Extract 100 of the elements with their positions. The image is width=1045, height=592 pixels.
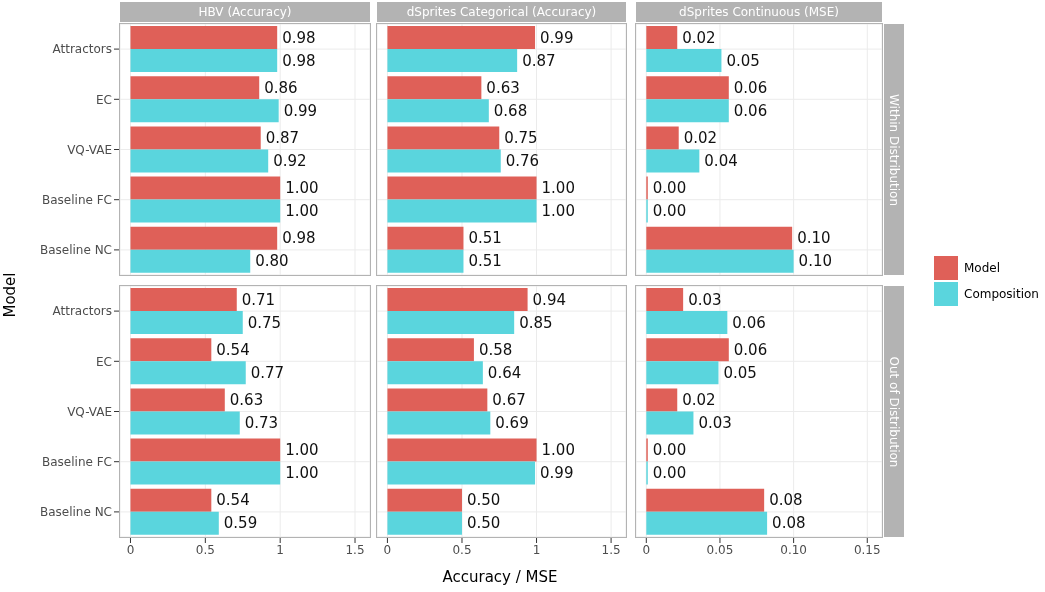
bar <box>387 199 537 223</box>
bar <box>387 226 464 250</box>
data-label: 0.59 <box>223 514 258 533</box>
x-tick-label: 0.10 <box>780 542 807 557</box>
data-label: 0.69 <box>495 413 529 432</box>
chart-title: dSprites Continuous (MSE) <box>636 2 882 22</box>
chart-title: dSprites Categorical (Accuracy) <box>377 2 626 22</box>
x-tick-label: 1 <box>276 542 284 557</box>
bar <box>130 361 246 385</box>
data-label: 0.08 <box>772 514 806 533</box>
bar <box>130 388 225 412</box>
data-label: 0.99 <box>540 464 574 483</box>
data-label: 0.58 <box>478 340 513 359</box>
data-label: 0.10 <box>798 252 833 271</box>
data-label: 0.03 <box>688 290 722 309</box>
data-label: 1.00 <box>285 441 319 460</box>
data-label: 0.98 <box>282 28 316 47</box>
y-tick-label: VQ-VAE <box>67 404 112 419</box>
bar <box>387 288 528 312</box>
bar <box>646 288 684 312</box>
data-label: 0.06 <box>733 101 768 120</box>
bar <box>130 311 243 335</box>
bar <box>646 99 729 123</box>
bar <box>130 488 212 512</box>
data-label: 0.85 <box>519 313 553 332</box>
data-label: 0.68 <box>493 101 528 120</box>
data-label: 0.87 <box>522 51 556 70</box>
y-tick-label: EC <box>96 354 112 369</box>
bar <box>387 126 500 150</box>
bar <box>646 149 700 173</box>
bar <box>130 511 219 535</box>
y-tick-label: EC <box>96 92 112 107</box>
y-tick-label: VQ-VAE <box>67 142 112 157</box>
bar <box>130 249 251 273</box>
bar <box>646 249 794 273</box>
bar <box>646 388 678 412</box>
bar <box>387 411 491 435</box>
x-tick-label: 0 <box>126 542 135 557</box>
data-label: 0.50 <box>466 491 501 510</box>
data-label: 0.06 <box>733 78 768 97</box>
data-label: 0.73 <box>244 413 279 432</box>
bar <box>130 461 281 485</box>
x-tick-label: 1.5 <box>345 542 365 557</box>
legend-label: Composition <box>964 287 1039 301</box>
x-tick-label: 0.5 <box>195 542 215 557</box>
bar <box>387 438 537 462</box>
data-label: 1.00 <box>285 179 319 198</box>
bar <box>387 99 489 123</box>
data-label: 0.00 <box>652 179 687 198</box>
data-label: 0.87 <box>265 128 300 147</box>
bar <box>130 411 240 435</box>
bar <box>387 26 536 50</box>
data-label: 0.51 <box>468 252 502 271</box>
data-label: 0.80 <box>255 252 289 271</box>
bar <box>387 338 474 362</box>
y-tick-label: Baseline FC <box>42 192 112 207</box>
data-label: 0.02 <box>682 28 716 47</box>
bar <box>130 126 261 150</box>
data-label: 0.76 <box>505 151 540 170</box>
data-label: 0.75 <box>504 128 538 147</box>
bar <box>130 338 212 362</box>
bar <box>387 49 518 73</box>
bar <box>130 176 281 200</box>
data-label: 0.08 <box>769 491 803 510</box>
y-tick-label: Baseline NC <box>39 505 112 520</box>
bar <box>130 99 279 123</box>
data-label: 0.63 <box>229 390 264 409</box>
data-label: 0.05 <box>723 363 757 382</box>
bar <box>387 361 483 385</box>
bar <box>646 26 678 50</box>
bar <box>130 76 260 100</box>
data-label: 0.06 <box>732 313 766 332</box>
data-label: 0.00 <box>652 464 687 483</box>
data-label: 0.99 <box>540 28 574 47</box>
y-tick-label: Baseline NC <box>39 243 112 258</box>
data-label: 0.00 <box>652 202 687 221</box>
x-tick-label: 0 <box>642 542 651 557</box>
x-tick-label: 1.5 <box>601 542 621 557</box>
bar <box>130 26 278 50</box>
bar <box>130 288 237 312</box>
text: Out of Distribution <box>887 356 901 467</box>
bar <box>387 249 464 273</box>
bar <box>130 438 281 462</box>
x-tick-label: 0.5 <box>452 542 472 557</box>
data-label: 0.63 <box>486 78 520 97</box>
data-label: 0.67 <box>492 390 526 409</box>
data-label: 0.98 <box>282 51 316 70</box>
x-tick-label: 0.15 <box>853 542 881 557</box>
bar <box>387 311 515 335</box>
data-label: 0.77 <box>250 363 285 382</box>
data-label: 0.10 <box>797 229 831 248</box>
data-label: 0.54 <box>216 491 250 510</box>
y-tick-label: Attractors <box>52 304 112 319</box>
y-axis-title: Model <box>1 272 19 318</box>
bar <box>387 176 537 200</box>
data-label: 1.00 <box>541 441 575 460</box>
bar <box>646 361 719 385</box>
chart-title: HBV (Accuracy) <box>120 2 370 22</box>
bar <box>130 149 269 173</box>
data-label: 1.00 <box>541 202 575 221</box>
